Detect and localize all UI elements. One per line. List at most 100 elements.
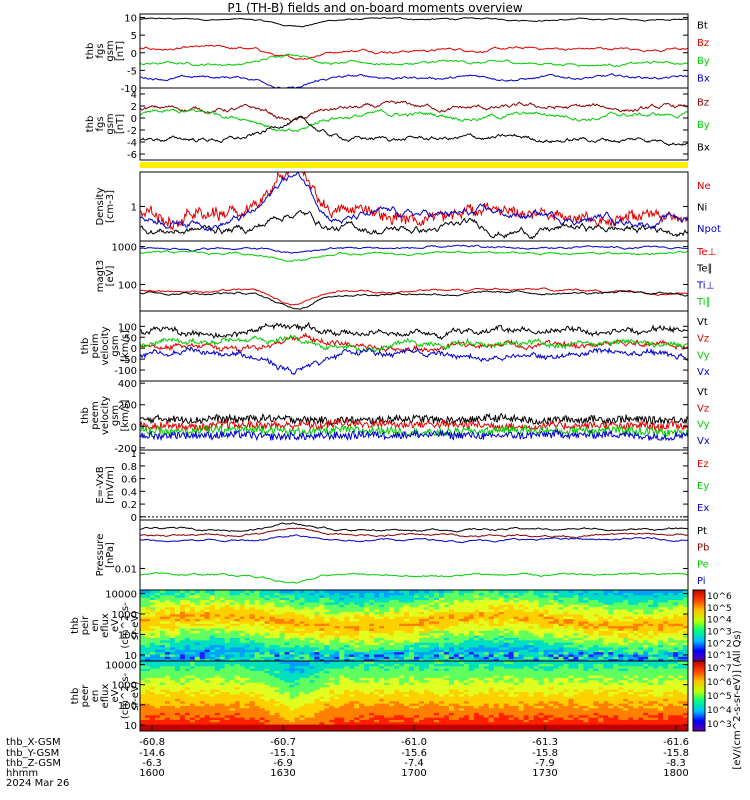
panel-8-cell xyxy=(389,594,395,598)
panel-8-cell xyxy=(149,627,156,631)
panel-8-cell xyxy=(673,644,679,648)
panel-8-cell xyxy=(269,618,276,622)
panel-8-cell xyxy=(289,634,296,638)
panel-9-cell xyxy=(443,728,450,731)
panel-8-cell xyxy=(189,601,196,605)
panel-9-cell xyxy=(294,726,301,730)
panel-9-cell xyxy=(643,714,649,718)
panel-9-cell xyxy=(603,728,609,731)
panel-9-cell xyxy=(583,717,589,720)
panel-8-cell xyxy=(344,613,350,617)
panel-9-cell xyxy=(239,700,246,704)
panel-9-cell xyxy=(588,714,594,718)
panel-8-cell xyxy=(174,642,181,646)
panel-8-cell xyxy=(438,644,445,648)
panel-9-cell xyxy=(568,728,575,731)
panel-8-cell xyxy=(583,592,589,596)
panel-8-cell xyxy=(523,625,530,629)
panel-9-cell xyxy=(254,714,261,718)
panel-9-cell xyxy=(189,707,196,711)
panel-8-cell xyxy=(563,606,570,610)
panel-8-cell xyxy=(668,625,674,629)
panel-9-cell xyxy=(414,724,420,727)
panel-8-cell xyxy=(354,646,360,650)
panel-9-cell xyxy=(144,705,151,709)
panel-8-cell xyxy=(553,642,560,646)
panel-8-cell xyxy=(334,594,340,598)
panel-8-cell xyxy=(244,616,251,619)
panel-8-cell xyxy=(369,608,375,612)
panel-8-cell xyxy=(224,625,231,629)
panel-8-cell xyxy=(244,590,251,593)
panel-8-cell xyxy=(144,630,151,634)
panel-8-cell xyxy=(404,632,410,636)
panel-8-cell xyxy=(369,649,375,653)
panel-8-cell xyxy=(483,630,490,634)
panel-9-cell xyxy=(140,707,146,711)
panel-8-cell xyxy=(548,658,555,661)
panel-4-ylabel-4: [km/s] xyxy=(120,330,131,362)
panel-8-cell xyxy=(244,656,251,660)
panel-8-cell xyxy=(329,658,335,661)
panel-9-cell xyxy=(194,728,201,731)
panel-8-cell xyxy=(229,590,236,593)
panel-8-cell xyxy=(493,627,500,631)
panel-9-cell xyxy=(284,724,291,727)
panel-8-cell xyxy=(468,613,475,617)
panel-9-cell xyxy=(468,726,475,730)
panel-8-cell xyxy=(229,634,236,638)
panel-8-cell xyxy=(683,625,688,629)
panel-8-cell xyxy=(234,639,241,643)
panel-8-cell xyxy=(374,630,380,634)
panel-8-cell xyxy=(314,656,320,660)
panel-8-cell xyxy=(513,608,520,612)
panel-8-cell xyxy=(364,618,370,622)
panel-8-cell xyxy=(418,601,425,605)
panel-8-cell xyxy=(603,616,609,619)
panel-8-cell xyxy=(314,653,320,657)
panel-9-cell xyxy=(663,700,669,704)
panel-1-series-Bz xyxy=(139,100,689,123)
panel-8-cell xyxy=(643,634,649,638)
panel-9-cell xyxy=(463,712,470,716)
panel-9-cell xyxy=(603,703,609,706)
panel-8-cell xyxy=(578,649,584,653)
panel-8-cell xyxy=(448,632,455,636)
panel-8-cell xyxy=(493,639,500,643)
panel-8-cell xyxy=(209,592,216,596)
panel-9-cell xyxy=(423,705,430,709)
panel-8-cell xyxy=(518,656,525,660)
panel-8-cell xyxy=(563,644,570,648)
panel-8-cell xyxy=(448,644,455,648)
panel-8-cell xyxy=(374,642,380,646)
panel-8-cell xyxy=(643,637,649,641)
panel-8-cell xyxy=(528,649,535,653)
panel-8-cell xyxy=(418,637,425,641)
panel-9-cell xyxy=(513,721,520,725)
panel-8-cell xyxy=(648,658,654,661)
panel-8-cell xyxy=(563,634,570,638)
panel-8-cell xyxy=(513,649,520,653)
panel-9-cell xyxy=(154,719,161,723)
panel-8-cell xyxy=(179,623,186,627)
panel-9-cell xyxy=(229,703,236,706)
panel-8-cell xyxy=(414,630,420,634)
panel-9-cell xyxy=(154,728,161,731)
panel-8-cell xyxy=(224,644,231,648)
panel-8-cell xyxy=(483,618,490,622)
panel-8-cell xyxy=(598,646,604,650)
panel-8-cell xyxy=(140,637,146,641)
panel-8-cell xyxy=(304,637,310,641)
panel-9-cell xyxy=(379,705,385,709)
panel-9-cell xyxy=(274,705,281,709)
panel-9-cell xyxy=(354,700,360,704)
panel-9-cell xyxy=(294,700,301,704)
panel-8-cell xyxy=(653,653,659,657)
panel-9-cell xyxy=(548,728,555,731)
panel-9-cell xyxy=(553,726,560,730)
panel-9-cell xyxy=(658,714,664,718)
panel-8-cell xyxy=(229,592,236,596)
panel-8-cell xyxy=(423,649,430,653)
panel-8-cell xyxy=(658,658,664,661)
panel-9-cell xyxy=(414,717,420,720)
